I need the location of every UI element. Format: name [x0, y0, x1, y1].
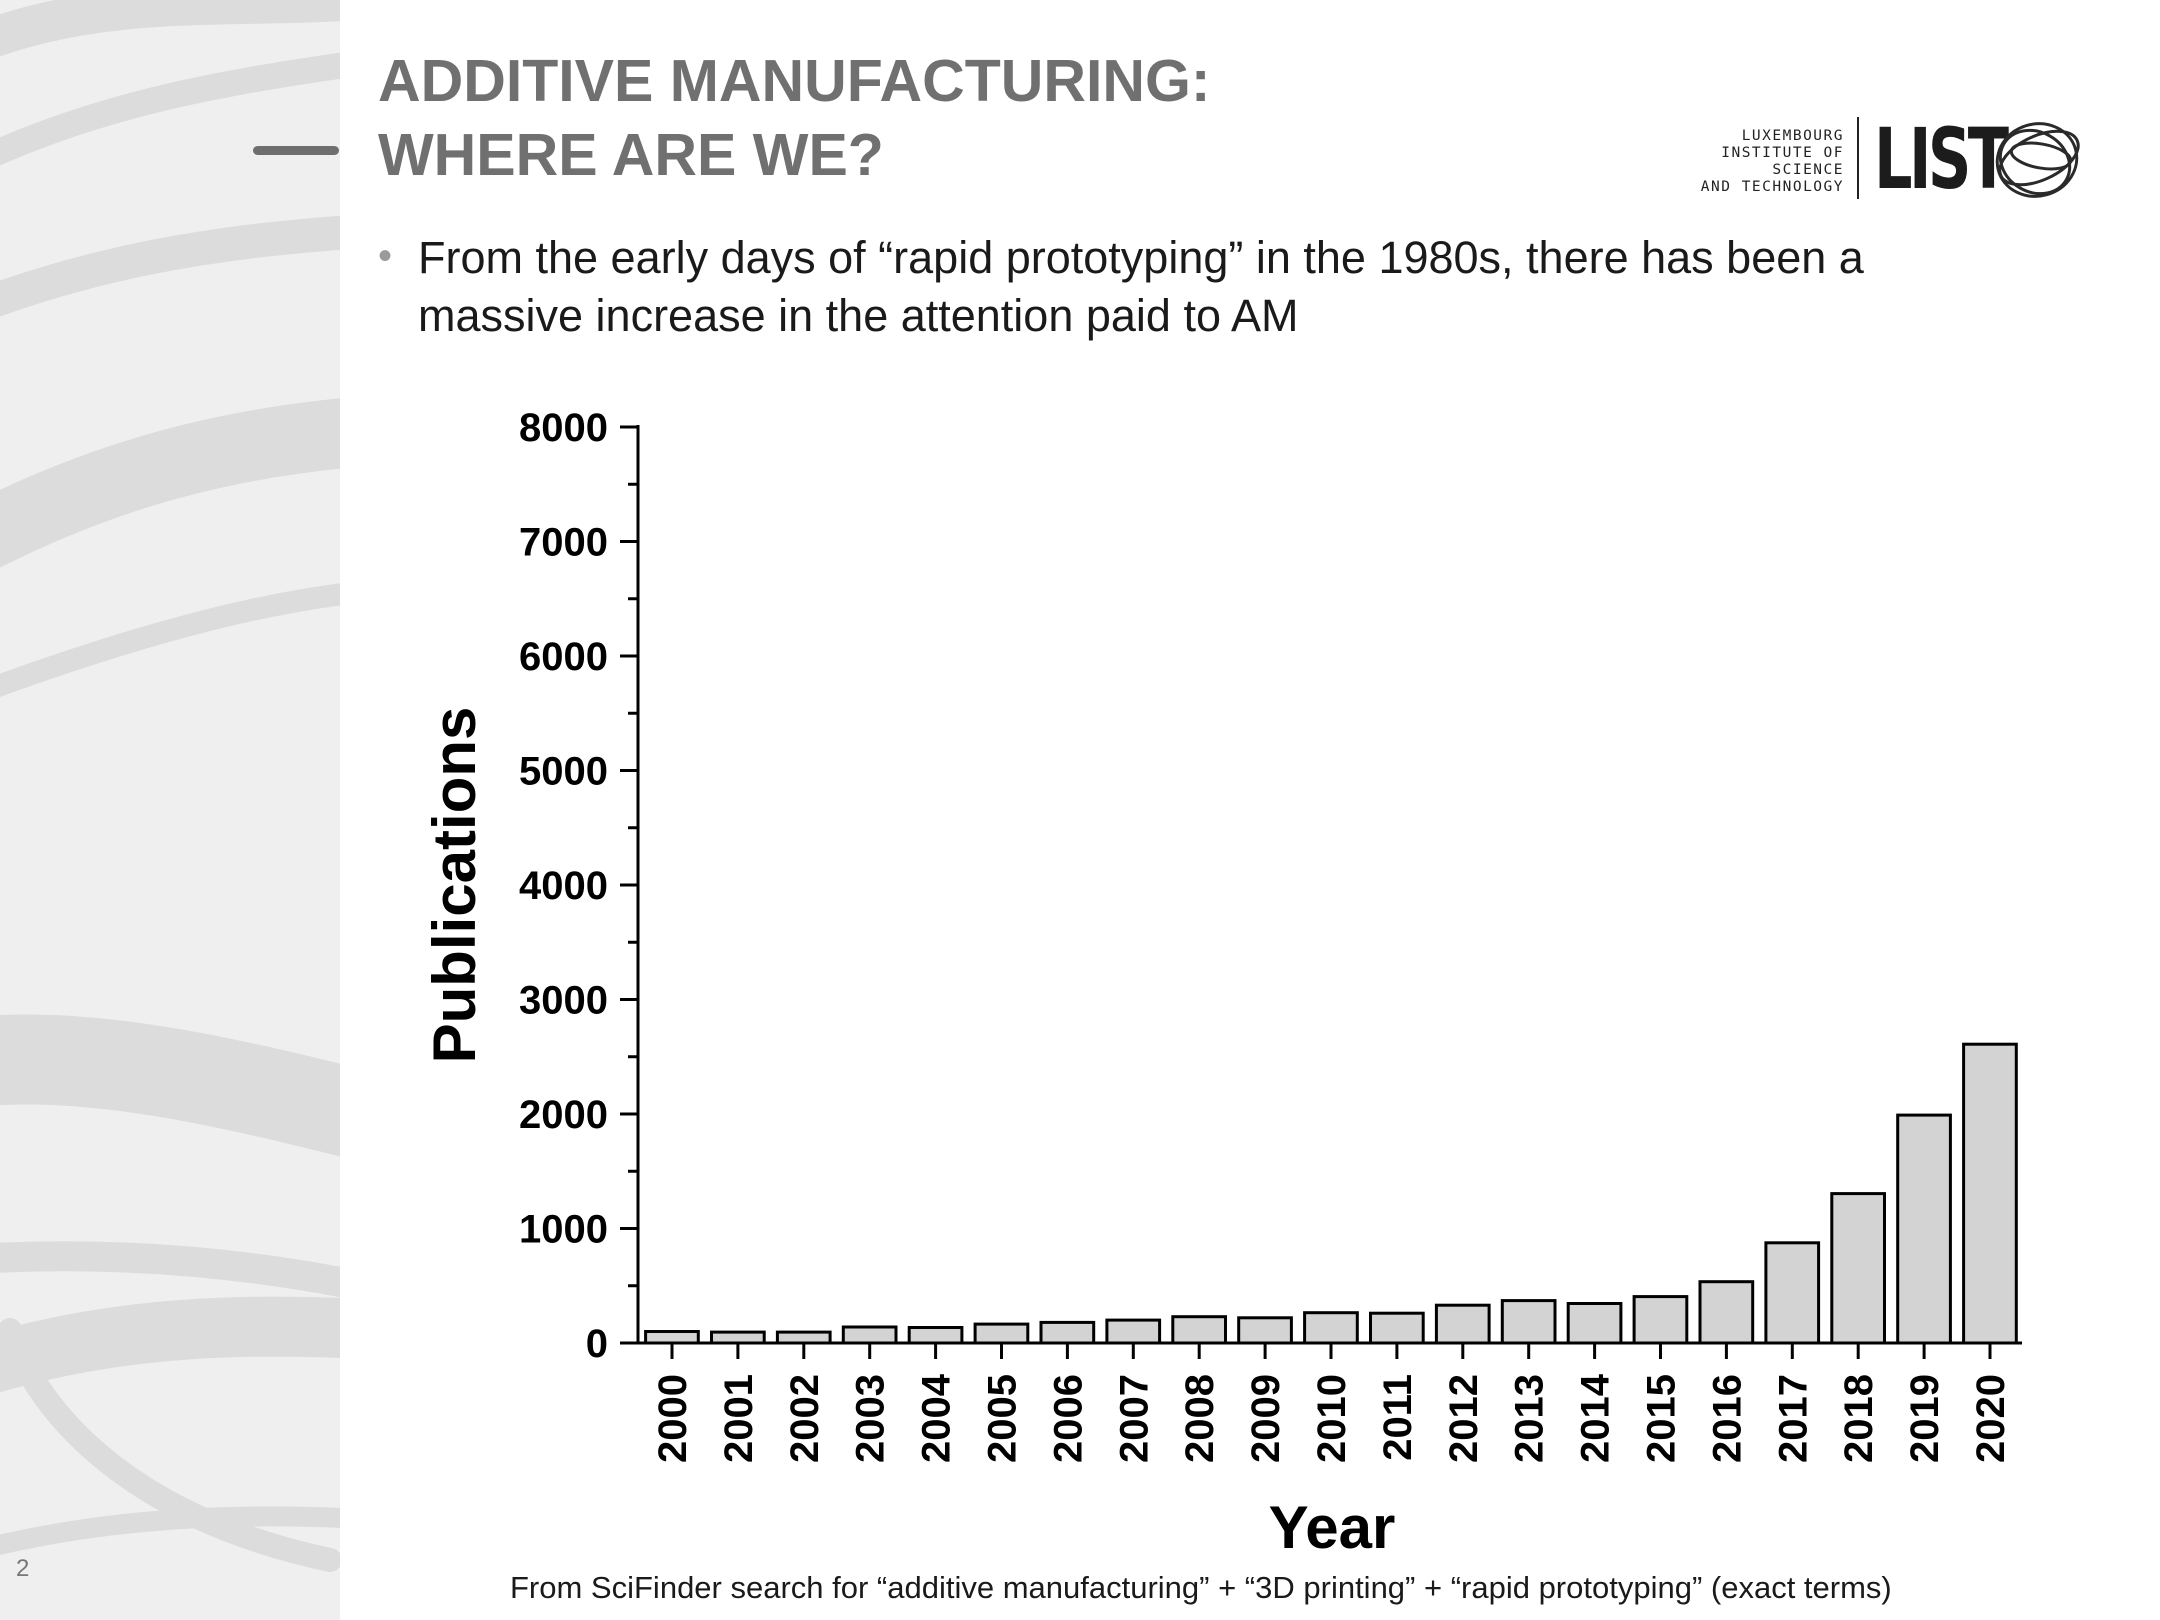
- bar-2009: [1237, 1316, 1293, 1345]
- x-tick-label-2012: 2012: [1442, 1374, 1486, 1463]
- logo-org-line-2: INSTITUTE OF SCIENCE: [1721, 145, 1844, 178]
- y-tick-label: 8000: [519, 406, 608, 450]
- bar-2008: [1171, 1315, 1228, 1345]
- y-tick-label: 5000: [519, 750, 608, 794]
- y-tick-label: 6000: [519, 635, 608, 679]
- logo-wordmark: LIST: [1874, 110, 2009, 208]
- page-number: 2: [16, 1555, 30, 1582]
- bar-2012: [1434, 1303, 1491, 1345]
- x-tick-label-2014: 2014: [1574, 1373, 1618, 1463]
- source-footnote: From SciFinder search for “additive manu…: [510, 1570, 1892, 1605]
- x-tick-label-2001: 2001: [717, 1374, 761, 1463]
- bar-2019: [1896, 1113, 1952, 1345]
- logo-org-line-1: LUXEMBOURG: [1741, 128, 1844, 144]
- bar-2010: [1303, 1311, 1359, 1345]
- bar-2006: [1039, 1320, 1096, 1345]
- bullet-text: From the early days of “rapid prototypin…: [418, 232, 1864, 341]
- x-tick-label-2015: 2015: [1640, 1374, 1684, 1463]
- decorative-sidebar: [0, 0, 340, 1620]
- bar-2003: [841, 1325, 898, 1345]
- x-tick-label-2018: 2018: [1837, 1374, 1881, 1463]
- title-accent-bar: [253, 146, 339, 155]
- bar-2005: [973, 1322, 1030, 1345]
- x-tick-label-2009: 2009: [1244, 1374, 1288, 1463]
- x-axis-title: Year: [1269, 1494, 1396, 1561]
- x-tick-label-2011: 2011: [1376, 1374, 1420, 1461]
- bullet-point: • From the early days of “rapid prototyp…: [378, 229, 2018, 345]
- y-tick-label: 7000: [519, 521, 608, 565]
- x-tick-label-2010: 2010: [1310, 1374, 1354, 1463]
- swirl-decoration: [0, 0, 340, 1572]
- bar-2017: [1764, 1241, 1821, 1345]
- bar-2002: [775, 1330, 832, 1345]
- chart-axes: [636, 425, 2022, 1345]
- y-axis-title: Publications: [421, 707, 488, 1064]
- x-tick-label-2003: 2003: [849, 1374, 893, 1463]
- logo-org-line-3: AND TECHNOLOGY: [1700, 179, 1844, 195]
- bar-series: [644, 1042, 2018, 1345]
- x-axis-ticks: 2000 2001 2002 2003 2004 2005 2006 2007 2008 2009…: [651, 1343, 2013, 1463]
- x-tick-label-2007: 2007: [1112, 1374, 1156, 1463]
- bar-2011: [1369, 1311, 1425, 1345]
- bar-2000: [644, 1330, 700, 1345]
- bar-2015: [1632, 1295, 1689, 1345]
- x-tick-label-2017: 2017: [1771, 1374, 1815, 1463]
- bar-2016: [1698, 1280, 1755, 1345]
- slide-title: ADDITIVE MANUFACTURING: WHERE ARE WE?: [378, 44, 1211, 192]
- y-tick-label: 3000: [519, 979, 608, 1023]
- x-tick-label-2005: 2005: [981, 1374, 1025, 1463]
- x-tick-label-2006: 2006: [1046, 1374, 1090, 1463]
- bullet-dot-icon: •: [378, 234, 393, 278]
- x-tick-label-2019: 2019: [1903, 1374, 1947, 1463]
- bar-2001: [710, 1330, 766, 1345]
- x-tick-label-2016: 2016: [1705, 1374, 1749, 1463]
- y-tick-label: 0: [586, 1322, 608, 1366]
- x-tick-label-2004: 2004: [915, 1373, 959, 1463]
- y-tick-label: 4000: [519, 864, 608, 908]
- logo-org-name: LUXEMBOURG INSTITUTE OF SCIENCE AND TECH…: [1660, 128, 1844, 196]
- bar-2020: [1962, 1042, 2018, 1345]
- bar-2004: [907, 1326, 964, 1345]
- bar-2014: [1566, 1302, 1623, 1345]
- slide-title-line-2: WHERE ARE WE?: [378, 122, 884, 188]
- x-tick-label-2000: 2000: [651, 1374, 695, 1463]
- orbit-icon: [1995, 122, 2080, 198]
- y-tick-label: 1000: [519, 1208, 608, 1252]
- list-logo: LUXEMBOURG INSTITUTE OF SCIENCE AND TECH…: [1660, 112, 2100, 204]
- x-tick-label-2013: 2013: [1508, 1374, 1552, 1463]
- bar-2013: [1500, 1299, 1557, 1345]
- y-tick-label: 2000: [519, 1093, 608, 1137]
- x-tick-label-2002: 2002: [783, 1374, 827, 1463]
- bar-2018: [1830, 1192, 1887, 1345]
- x-tick-label-2020: 2020: [1969, 1374, 2013, 1463]
- slide-title-line-1: ADDITIVE MANUFACTURING:: [378, 48, 1211, 114]
- logo-divider: [1857, 117, 1859, 199]
- x-tick-label-2008: 2008: [1178, 1374, 1222, 1463]
- bar-2007: [1105, 1318, 1162, 1345]
- y-axis-ticks: 0 1000 2000 3000 4000 5000 6000 7000 8000: [519, 406, 638, 1366]
